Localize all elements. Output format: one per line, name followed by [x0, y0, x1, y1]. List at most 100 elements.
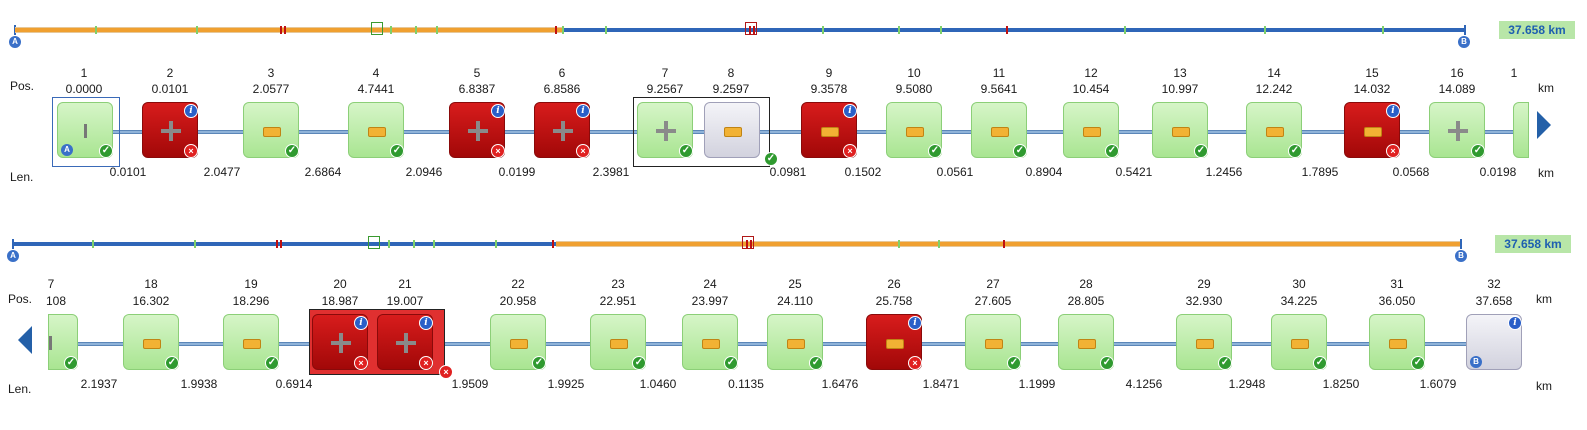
- waypoint-node-18[interactable]: ✓: [123, 314, 179, 370]
- segment-length: 1.6476: [821, 377, 859, 391]
- check-icon: ✓: [64, 356, 78, 370]
- waypoint-node-13[interactable]: ✓: [1152, 102, 1208, 158]
- route-panel-top: A B 37.658 km Pos. Len. km km 1 2 3 4 5 …: [0, 0, 1587, 210]
- waypoint-position: 9.5080: [895, 82, 933, 96]
- waypoint-position: 6.8387: [458, 82, 496, 96]
- waypoint-position: 34.225: [1280, 294, 1318, 308]
- overview-error-marker[interactable]: [742, 236, 754, 249]
- info-icon[interactable]: i: [354, 316, 368, 330]
- waypoint-node-11[interactable]: ✓: [971, 102, 1027, 158]
- error-icon: ×: [184, 144, 198, 158]
- crossing-icon: [331, 333, 351, 353]
- check-icon: ✓: [532, 356, 546, 370]
- waypoint-number: 28: [1079, 277, 1093, 291]
- waypoint-node-20[interactable]: i ×: [312, 314, 368, 370]
- waypoint-number: 31: [1390, 277, 1404, 291]
- waypoint-node-14[interactable]: ✓: [1246, 102, 1302, 158]
- waypoint-number: 18: [144, 277, 158, 291]
- waypoint-node-7[interactable]: ✓: [637, 102, 693, 158]
- waypoint-position: 19.007: [386, 294, 424, 308]
- segment-marker: [702, 339, 720, 349]
- waypoint-node-10[interactable]: ✓: [886, 102, 942, 158]
- check-icon: ✓: [1100, 356, 1114, 370]
- info-icon[interactable]: i: [1508, 316, 1522, 330]
- scroll-right-arrow-icon[interactable]: [1537, 111, 1551, 139]
- overview-error-marker[interactable]: [745, 22, 757, 35]
- overview-marker: [1382, 26, 1384, 34]
- waypoint-node-9[interactable]: i ×: [801, 102, 857, 158]
- waypoint-node-24[interactable]: ✓: [682, 314, 738, 370]
- waypoint-position: 14.089: [1438, 82, 1476, 96]
- route-cap: [49, 336, 52, 350]
- waypoint-selection-frame: [52, 97, 120, 167]
- segment-length: 1.0460: [639, 377, 677, 391]
- info-icon[interactable]: i: [908, 316, 922, 330]
- segment-length: 0.0981: [769, 165, 807, 179]
- overview-end-cap: [1464, 25, 1466, 35]
- waypoint-node-4[interactable]: ✓: [348, 102, 404, 158]
- waypoint-node-22[interactable]: ✓: [490, 314, 546, 370]
- check-icon: ✓: [1105, 144, 1119, 158]
- waypoint-node-26[interactable]: i ×: [866, 314, 922, 370]
- segment-marker: [1389, 339, 1407, 349]
- waypoint-position: 36.050: [1378, 294, 1416, 308]
- segment-length: 0.6914: [275, 377, 313, 391]
- waypoint-node-3[interactable]: ✓: [243, 102, 299, 158]
- info-icon[interactable]: i: [576, 104, 590, 118]
- waypoint-node-21[interactable]: i ×: [377, 314, 433, 370]
- waypoint-node-28[interactable]: ✓: [1058, 314, 1114, 370]
- segment-marker: [243, 339, 261, 349]
- overview-selection-marker[interactable]: [371, 22, 383, 35]
- overview-selection-marker[interactable]: [368, 236, 380, 249]
- segment-marker: [1266, 127, 1284, 137]
- waypoint-position: 27.605: [974, 294, 1012, 308]
- overview-marker: [746, 240, 748, 248]
- waypoint-node-31[interactable]: ✓: [1369, 314, 1425, 370]
- waypoint-node-12[interactable]: ✓: [1063, 102, 1119, 158]
- info-icon[interactable]: i: [184, 104, 198, 118]
- error-icon: ×: [908, 356, 922, 370]
- group-error-icon: ×: [439, 365, 453, 379]
- total-distance-badge: 37.658 km: [1495, 235, 1571, 253]
- waypoint-node-15[interactable]: i ×: [1344, 102, 1400, 158]
- overview-marker: [562, 26, 564, 34]
- waypoint-node-6[interactable]: i ×: [534, 102, 590, 158]
- waypoint-node-partial[interactable]: ✓: [48, 314, 78, 370]
- info-icon[interactable]: i: [843, 104, 857, 118]
- waypoint-node-29[interactable]: ✓: [1176, 314, 1232, 370]
- overview-marker: [898, 26, 900, 34]
- info-icon[interactable]: i: [491, 104, 505, 118]
- segment-length: 0.0561: [936, 165, 974, 179]
- info-icon[interactable]: i: [419, 316, 433, 330]
- info-icon[interactable]: i: [1386, 104, 1400, 118]
- waypoint-position: 16.302: [132, 294, 170, 308]
- waypoint-node-16[interactable]: ✓: [1429, 102, 1485, 158]
- error-icon: ×: [354, 356, 368, 370]
- waypoint-number: 24: [703, 277, 717, 291]
- overview-marker: [605, 26, 607, 34]
- waypoint-number: 6: [558, 66, 566, 80]
- waypoint-node-23[interactable]: ✓: [590, 314, 646, 370]
- waypoint-node-5[interactable]: i ×: [449, 102, 505, 158]
- waypoint-number: 8: [727, 66, 735, 80]
- waypoint-position: 12.242: [1255, 82, 1293, 96]
- scroll-left-arrow-icon[interactable]: [18, 326, 32, 354]
- segment-marker: [1291, 339, 1309, 349]
- waypoint-node-32[interactable]: i B: [1466, 314, 1522, 370]
- waypoint-number: 15: [1365, 66, 1379, 80]
- waypoint-node-19[interactable]: ✓: [223, 314, 279, 370]
- waypoint-node-2[interactable]: i ×: [142, 102, 198, 158]
- waypoint-node-27[interactable]: ✓: [965, 314, 1021, 370]
- segment-marker: [787, 339, 805, 349]
- waypoint-node-25[interactable]: ✓: [767, 314, 823, 370]
- waypoint-number: 19: [244, 277, 258, 291]
- waypoint-node-1[interactable]: A ✓: [57, 102, 113, 158]
- waypoint-node-30[interactable]: ✓: [1271, 314, 1327, 370]
- segment-length: 0.0101: [109, 165, 147, 179]
- waypoint-node-partial[interactable]: [1513, 102, 1529, 158]
- start-point-badge: A: [9, 36, 21, 48]
- overview-marker: [95, 26, 97, 34]
- waypoint-group-frame: [633, 97, 770, 167]
- waypoint-node-8[interactable]: [704, 102, 760, 158]
- length-row-label: Len.: [10, 170, 34, 184]
